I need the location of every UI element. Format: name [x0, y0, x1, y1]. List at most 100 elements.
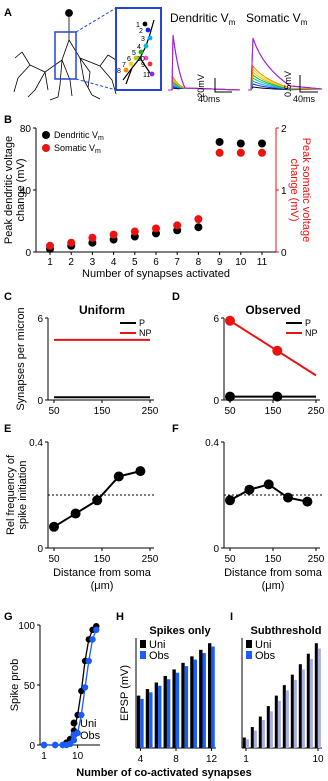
y-tick-label: 6	[37, 314, 43, 325]
x-tick-label: 250	[308, 406, 325, 417]
y-right-tick-label: 1	[281, 186, 287, 197]
panel-letter-i: I	[230, 611, 233, 623]
data-point	[194, 223, 203, 232]
bar	[258, 716, 262, 748]
synapse-dot	[143, 43, 149, 49]
bar	[181, 662, 185, 748]
synapse-dot	[149, 71, 155, 77]
y-tick-label: 0	[25, 248, 31, 259]
bar	[190, 656, 194, 748]
panel-letter-b: B	[4, 114, 12, 126]
panel-letter-e: E	[4, 423, 11, 435]
x-tick-label: 4	[138, 754, 144, 765]
synapse-label: 9	[141, 62, 145, 69]
chart-title: Observed	[245, 303, 300, 317]
bar	[202, 653, 206, 748]
x-axis-label: Number of synapses activated	[82, 268, 230, 280]
bar	[266, 706, 270, 748]
bar	[193, 659, 197, 748]
y-tick-label: 6	[213, 314, 219, 325]
dend-scale-v: 20mV	[196, 74, 206, 98]
bar	[175, 672, 180, 748]
x-tick-label: 150	[94, 554, 111, 565]
legend-label: Somatic Vm	[54, 143, 101, 155]
legend-marker	[42, 144, 50, 152]
x-tick-label: 8	[173, 754, 179, 765]
bar	[261, 720, 265, 748]
x-tick-label: 1	[243, 754, 249, 765]
y-axis-label: Rel frequency ofspike initiation	[5, 454, 29, 535]
synapse-label: 3	[141, 36, 145, 43]
legend-marker	[70, 731, 78, 739]
dendritic-trace	[168, 34, 241, 91]
synapse-label: 1	[136, 22, 140, 29]
x-tick-label: 1	[47, 257, 53, 268]
somatic-trace	[248, 37, 323, 91]
data-point	[236, 139, 245, 148]
bar	[269, 711, 273, 748]
bar	[306, 653, 310, 748]
x-tick-label: 250	[142, 406, 159, 417]
synapse-label: 11	[143, 72, 150, 79]
somatic-scale-bar: 0.5mV 40ms	[283, 71, 318, 104]
soma-scale-v: 0.5mV	[283, 71, 293, 97]
data-point	[46, 241, 54, 250]
legend-label: Uni	[80, 718, 97, 730]
x-tick-label: 150	[265, 554, 282, 565]
legend-swatch	[246, 640, 252, 648]
x-tick-label: 5	[132, 257, 138, 268]
x-tick-label: 4	[111, 257, 117, 268]
bar	[163, 675, 167, 748]
bar	[309, 658, 313, 748]
data-point	[215, 137, 224, 146]
somatic-trace-title: Somatic Vm	[246, 11, 308, 27]
bar	[277, 700, 281, 748]
y-tick-label: 40	[20, 186, 32, 197]
bar	[158, 685, 162, 748]
synapse-label: 5	[132, 50, 136, 57]
bar	[250, 727, 254, 748]
data-point	[85, 657, 93, 665]
chart-e: 0 0.4 50 150 250 Rel frequency ofspike initia…	[5, 438, 159, 592]
bar	[253, 730, 257, 748]
bar	[317, 648, 321, 748]
neuron-morphology	[13, 9, 117, 101]
legend-swatch	[140, 640, 146, 648]
x-tick-label: 250	[142, 554, 159, 565]
data-point	[93, 626, 100, 633]
bar	[211, 646, 215, 748]
data-point	[67, 238, 76, 247]
bar	[140, 698, 144, 748]
legend-swatch	[246, 651, 252, 659]
data-point	[70, 737, 78, 744]
data-point	[40, 741, 48, 749]
synapse-dot	[123, 67, 129, 73]
y-right-tick-label: 2	[281, 124, 287, 135]
bar	[199, 649, 203, 748]
data-point	[78, 711, 85, 719]
data-point	[302, 496, 313, 507]
y-tick-label: 50	[24, 681, 36, 692]
x-tick-label: 10	[312, 754, 324, 765]
dendritic-traces	[168, 34, 241, 91]
legend-marker	[70, 719, 78, 727]
chart-title: Subthreshold	[251, 625, 322, 637]
y-tick-label: 0.4	[205, 438, 219, 449]
x-tick-label: 50	[224, 554, 236, 565]
x-tick-label: 10	[72, 751, 84, 762]
bar	[166, 679, 171, 748]
bar	[154, 682, 159, 748]
chart-title: Spikes only	[149, 625, 211, 637]
dend-scale-t: 40ms	[198, 94, 221, 104]
data-point	[173, 221, 182, 230]
data-point	[109, 230, 118, 239]
y-right-axis-label: Peak somatic voltagechange (mV)	[288, 138, 312, 243]
y-right-tick-label: 0	[281, 248, 287, 259]
data-point	[225, 391, 235, 402]
chart-f: 0 0.4 50 150 250 Distance from soma (μm)	[205, 438, 325, 592]
panel-letter-a: A	[4, 7, 12, 19]
